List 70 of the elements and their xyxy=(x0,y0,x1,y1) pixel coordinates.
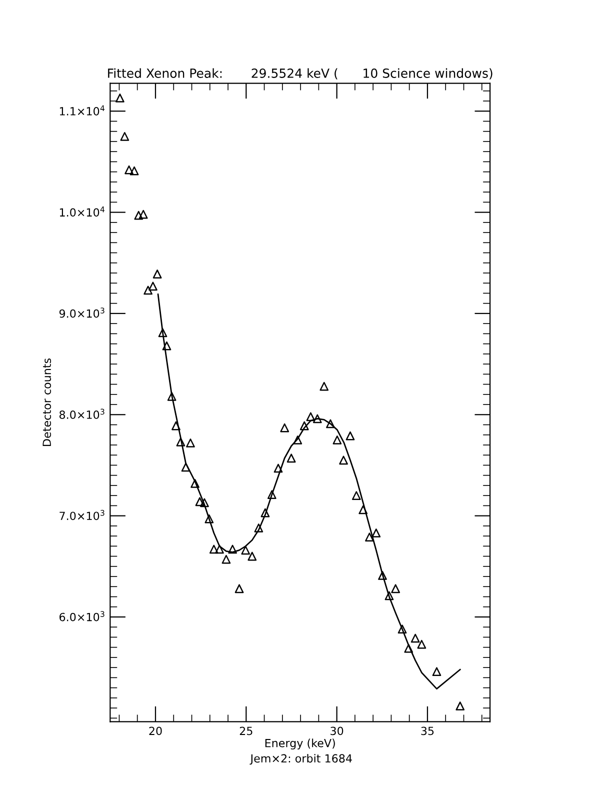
x-tick-label: 20 xyxy=(149,726,162,736)
point xyxy=(300,421,309,430)
point xyxy=(152,270,162,278)
point xyxy=(190,479,200,488)
point xyxy=(144,286,152,295)
point xyxy=(365,532,374,542)
point xyxy=(320,382,329,391)
chart-title: Fitted Xenon Peak: 29.5524 keV ( 10 Science windows) xyxy=(108,68,492,80)
y-axis-title: Detector counts xyxy=(42,358,52,446)
point xyxy=(162,341,172,350)
x-tick-label: 35 xyxy=(421,726,434,736)
point xyxy=(398,624,407,634)
x-tick-label: 30 xyxy=(330,726,344,736)
line-series xyxy=(157,294,461,690)
point xyxy=(209,544,218,554)
point xyxy=(312,414,322,424)
point xyxy=(138,210,148,219)
point xyxy=(306,412,316,422)
y-tick-label: 1.0×10$^{4}$ xyxy=(60,206,104,217)
point xyxy=(384,591,394,600)
point xyxy=(200,498,209,508)
point xyxy=(172,421,180,430)
point xyxy=(260,508,270,518)
point xyxy=(120,132,130,141)
y-tick-label: 1.1×10$^{4}$ xyxy=(60,105,104,116)
point xyxy=(372,528,381,538)
point xyxy=(378,571,387,580)
y-tick-label: 8.0×10$^{3}$ xyxy=(59,408,104,419)
x-tick-label: 25 xyxy=(240,726,252,736)
point xyxy=(241,546,250,555)
point xyxy=(432,667,442,676)
point xyxy=(228,544,237,554)
point xyxy=(204,514,214,524)
point xyxy=(181,462,190,472)
y-tick-label: 7.0×10$^{3}$ xyxy=(60,510,104,520)
point xyxy=(148,282,158,291)
point xyxy=(195,497,204,506)
text: Jem×2: orbit 1684 xyxy=(250,754,352,765)
point xyxy=(234,584,244,594)
point xyxy=(267,490,276,499)
y-tick-label: 9.0×10$^{3}$ xyxy=(59,308,104,318)
point xyxy=(404,644,414,653)
point xyxy=(286,454,296,463)
point xyxy=(358,505,368,514)
point xyxy=(417,640,426,649)
point xyxy=(134,210,144,220)
point xyxy=(346,431,355,440)
y-tick-label: 6.0×10$^{3}$ xyxy=(60,611,104,622)
point xyxy=(456,702,465,710)
point xyxy=(176,438,186,446)
point xyxy=(158,328,168,338)
point xyxy=(222,554,231,564)
x-axis-title: Energy (keV) xyxy=(265,738,335,750)
point xyxy=(293,435,302,444)
point xyxy=(274,464,283,473)
point xyxy=(186,438,195,448)
point xyxy=(130,166,139,176)
point xyxy=(280,423,290,432)
point xyxy=(167,392,176,401)
point xyxy=(254,524,264,532)
point xyxy=(352,491,361,500)
point xyxy=(339,456,348,465)
point xyxy=(215,544,224,554)
point xyxy=(248,552,257,561)
point xyxy=(124,165,134,174)
point xyxy=(410,634,420,643)
point xyxy=(332,435,342,444)
point xyxy=(326,419,335,428)
point xyxy=(116,94,124,102)
point xyxy=(391,584,400,594)
